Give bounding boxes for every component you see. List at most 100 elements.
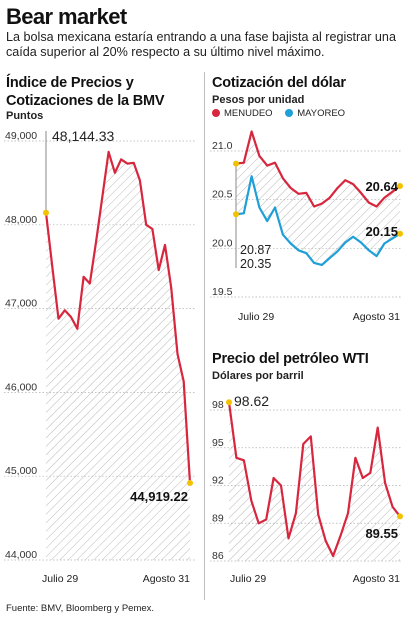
mayoreo-start-marker	[233, 211, 239, 218]
menudeo-point	[313, 205, 315, 208]
wti-point	[243, 459, 245, 462]
mayoreo-series-line	[235, 175, 401, 266]
bmv-point	[95, 240, 97, 243]
bmv-point	[157, 269, 160, 271]
mayoreo-point	[367, 249, 370, 252]
mayoreo-point	[391, 237, 393, 240]
menudeo-point	[391, 191, 393, 193]
bmv-xlabel-end: Agosto 31	[143, 573, 190, 585]
wti-point	[265, 518, 267, 521]
bmv-point	[176, 353, 179, 355]
wti-point	[235, 457, 238, 459]
bmv-point	[182, 380, 185, 383]
bmv-point	[101, 196, 104, 198]
wti-point	[332, 555, 334, 557]
mayoreo-point	[297, 249, 300, 252]
mayoreo-end-marker	[397, 230, 403, 237]
wti-point	[362, 477, 364, 479]
wti-point	[384, 482, 386, 484]
bmv-point	[151, 228, 154, 230]
wti-point	[302, 443, 305, 445]
bmv-point	[114, 172, 116, 174]
bmv-series-line	[44, 150, 192, 484]
bmv-chart-unit: Puntos	[6, 110, 44, 122]
menudeo-series-line	[235, 130, 401, 208]
bmv-point	[145, 224, 147, 226]
bmv-ytick-label: 46,000	[5, 381, 37, 393]
mayoreo-point	[250, 175, 253, 178]
wti-ytick-label: 98	[212, 399, 224, 411]
bmv-point	[139, 179, 141, 182]
legend-label-mayoreo: MAYOREO	[297, 108, 346, 119]
menudeo-point	[250, 130, 253, 133]
bmv-point	[126, 162, 129, 165]
wti-point	[295, 512, 297, 514]
mayoreo-point	[360, 241, 362, 244]
menudeo-point	[258, 155, 261, 157]
wti-point	[376, 426, 379, 429]
menudeo-point	[344, 179, 347, 181]
wti-point	[309, 435, 312, 438]
menudeo-swatch	[212, 109, 220, 117]
wti-point	[324, 540, 327, 542]
dolar-chart-unit: Pesos por unidad	[212, 94, 305, 106]
bmv-point	[164, 244, 166, 246]
mayoreo-point	[336, 250, 339, 253]
bmv-point	[132, 161, 135, 164]
legend-label-menudeo: MENUDEO	[224, 108, 273, 119]
dolar-spread-fill	[236, 131, 400, 265]
wti-start-label: 98.62	[234, 393, 269, 409]
bmv-point	[51, 265, 54, 268]
mayoreo-point	[375, 255, 378, 257]
bmv-area-fill	[46, 151, 190, 560]
menudeo-start-marker	[233, 160, 239, 167]
dolar-chart-title: Cotización del dólar	[212, 75, 346, 91]
wti-point	[369, 472, 372, 474]
mayoreo-point	[305, 252, 308, 254]
mayoreo-point	[344, 241, 347, 244]
wti-point	[272, 477, 275, 479]
wti-point	[317, 513, 320, 516]
menudeo-end-marker	[397, 183, 403, 190]
bmv-point	[89, 282, 91, 285]
wti-chart-unit: Dólares por barril	[212, 370, 304, 382]
wti-start-marker	[226, 399, 232, 406]
menudeo-point	[282, 177, 284, 180]
page-title: Bear market	[6, 4, 127, 29]
dolar-xlabel-start: Julio 29	[238, 311, 274, 323]
mayoreo-point	[243, 212, 245, 215]
menudeo-end-label: 20.64	[365, 179, 398, 194]
wti-xlabel-start: Julio 29	[230, 573, 266, 585]
menudeo-point	[243, 161, 245, 164]
mayoreo-point	[266, 220, 269, 222]
dolar-ytick-label: 20.5	[212, 189, 233, 201]
menudeo-point	[336, 187, 339, 189]
bmv-point	[57, 317, 60, 320]
wti-series-line	[227, 402, 401, 558]
mayoreo-point	[352, 235, 354, 238]
wti-chart-title: Precio del petróleo WTI	[212, 351, 369, 367]
legend-item-mayoreo: MAYOREO	[285, 108, 345, 119]
wti-ytick-label: 92	[212, 475, 224, 487]
page-subtitle: La bolsa mexicana estaría entrando a una…	[6, 30, 396, 59]
menudeo-point	[375, 205, 378, 208]
mayoreo-point	[274, 206, 276, 209]
wti-xlabel-end: Agosto 31	[353, 573, 400, 585]
wti-point	[354, 457, 357, 459]
menudeo-point	[305, 192, 308, 194]
bmv-start-marker	[43, 209, 49, 216]
mayoreo-point	[383, 242, 386, 245]
menudeo-point	[266, 164, 269, 167]
dolar-xlabel-end: Agosto 31	[353, 311, 400, 323]
bmv-chart-title: Índice de Precios y Cotizaciones de la B…	[6, 75, 165, 109]
dolar-ytick-label: 20.0	[212, 237, 233, 249]
mayoreo-point	[313, 262, 315, 264]
wti-point	[339, 535, 342, 537]
bmv-ytick-label: 47,000	[5, 298, 37, 310]
bmv-point	[82, 275, 85, 278]
mayoreo-point	[328, 257, 331, 259]
wti-point	[257, 522, 260, 525]
dolar-legend: MENUDEO MAYOREO	[212, 108, 355, 119]
mayoreo-point	[258, 206, 261, 209]
wti-point	[250, 499, 253, 502]
